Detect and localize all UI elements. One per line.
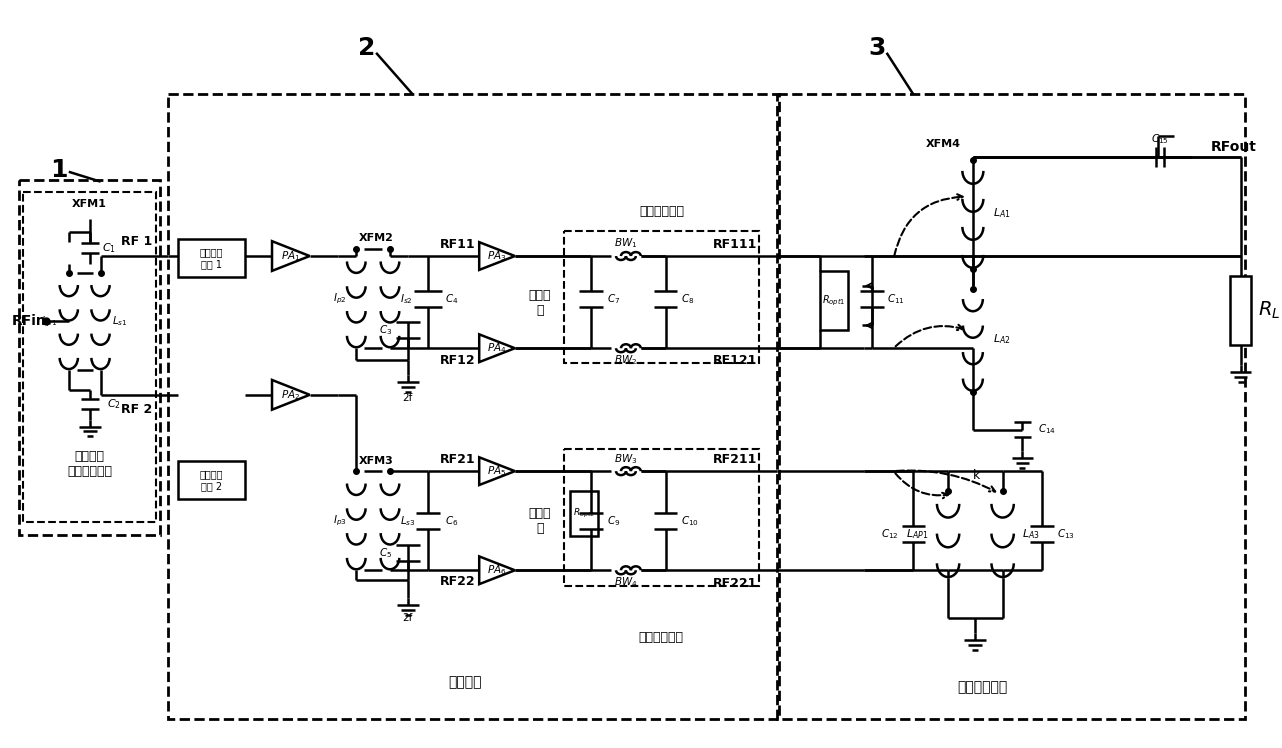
Bar [1229,276,1251,346]
Text: $C_3$: $C_3$ [378,323,392,337]
Text: $C_7$: $C_7$ [608,292,620,306]
Text: 峰值功
放: 峰值功 放 [528,506,551,535]
Text: $I_{p3}$: $I_{p3}$ [332,514,346,528]
Text: $L_{s1}$: $L_{s1}$ [113,315,128,328]
Text: 2f: 2f [403,393,413,402]
Text: $C_9$: $C_9$ [608,514,620,527]
Text: $BW_2$: $BW_2$ [614,353,637,367]
Text: 1: 1 [50,158,68,182]
Text: XFM2: XFM2 [359,233,394,243]
Text: RF 2: RF 2 [121,403,153,416]
Text: $C_4$: $C_4$ [445,292,458,306]
Text: $C_{14}$: $C_{14}$ [1038,423,1056,436]
Text: 功率合成网络: 功率合成网络 [958,680,1008,694]
Text: XFM3: XFM3 [359,456,394,466]
Bar [570,491,599,536]
Text: $L_{s3}$: $L_{s3}$ [400,514,415,527]
Text: 载波功
放: 载波功 放 [528,289,551,316]
Text: RF211: RF211 [713,453,758,466]
Text: $BW_3$: $BW_3$ [614,453,637,466]
Text: $R_{opt1}$: $R_{opt1}$ [822,293,846,308]
Text: $L_{A3}$: $L_{A3}$ [1023,527,1040,541]
Bar [564,450,759,586]
Text: 3: 3 [868,36,886,60]
Text: 2: 2 [358,36,374,60]
Text: $L_{A2}$: $L_{A2}$ [992,332,1010,346]
Bar [564,231,759,363]
Text: $PA_1$: $PA_1$ [281,249,300,263]
Text: $C_{15}$: $C_{15}$ [1151,132,1169,146]
Text: $PA_3$: $PA_3$ [487,249,506,263]
Text: $C_1$: $C_1$ [103,241,117,255]
Text: XFM1: XFM1 [72,200,108,209]
Polygon shape [272,380,310,410]
Bar [178,462,245,499]
Text: $I_{s2}$: $I_{s2}$ [400,292,413,306]
Polygon shape [479,557,515,584]
Text: $C_{13}$: $C_{13}$ [1058,527,1076,541]
Bar [23,191,156,521]
Text: $C_{11}$: $C_{11}$ [887,292,905,306]
Text: RF12: RF12 [440,354,476,367]
Text: 阻抗反转网络: 阻抗反转网络 [640,205,685,218]
Text: RF111: RF111 [713,238,758,251]
Bar [820,271,847,331]
Text: RFin: RFin [12,314,46,328]
Polygon shape [479,457,515,485]
Text: 2f: 2f [403,613,413,623]
Text: $C_2$: $C_2$ [108,397,122,411]
Text: $BW_4$: $BW_4$ [614,575,637,589]
Text: $C_8$: $C_8$ [682,292,695,306]
Text: $C_{12}$: $C_{12}$ [881,527,899,541]
Text: k: k [973,468,981,482]
Text: 输入匹配
网络 2: 输入匹配 网络 2 [200,469,223,491]
Text: $C_{10}$: $C_{10}$ [682,514,700,527]
Text: $C_6$: $C_6$ [445,514,458,527]
Text: 相位补偿网络: 相位补偿网络 [638,631,683,644]
Text: $PA_6$: $PA_6$ [487,563,506,577]
Text: RFout: RFout [1210,140,1256,154]
Text: XFM4: XFM4 [926,139,960,149]
Bar [178,239,245,277]
Polygon shape [479,242,515,270]
Text: $R_{opt2}$: $R_{opt2}$ [573,506,595,520]
Bar [19,180,160,535]
Text: $L_{A1}$: $L_{A1}$ [992,206,1010,220]
Text: $I_{p2}$: $I_{p2}$ [333,292,346,306]
Text: $BW_1$: $BW_1$ [614,236,637,250]
Text: $PA_5$: $PA_5$ [487,465,506,478]
Text: $C_5$: $C_5$ [378,547,392,560]
Bar [777,94,1245,719]
Text: RF121: RF121 [713,354,758,367]
Text: RF221: RF221 [713,577,758,589]
Text: 功放网络: 功放网络 [449,675,482,690]
Text: 输入功率
正交分配网络: 输入功率 正交分配网络 [67,450,112,478]
Text: RF21: RF21 [440,453,476,466]
Text: $R_L$: $R_L$ [1259,300,1281,321]
Text: RF22: RF22 [440,574,476,588]
Polygon shape [272,241,310,271]
Polygon shape [479,334,515,362]
Text: $L_{p1}$: $L_{p1}$ [41,314,56,328]
Bar [168,94,778,719]
Text: $L_{AP1}$: $L_{AP1}$ [906,527,928,541]
Text: RF 1: RF 1 [121,235,153,248]
Text: RF11: RF11 [440,238,476,251]
Text: 输入匹配
网络 1: 输入匹配 网络 1 [200,248,223,269]
Text: $PA_4$: $PA_4$ [487,341,506,355]
Text: $PA_2$: $PA_2$ [281,388,300,402]
